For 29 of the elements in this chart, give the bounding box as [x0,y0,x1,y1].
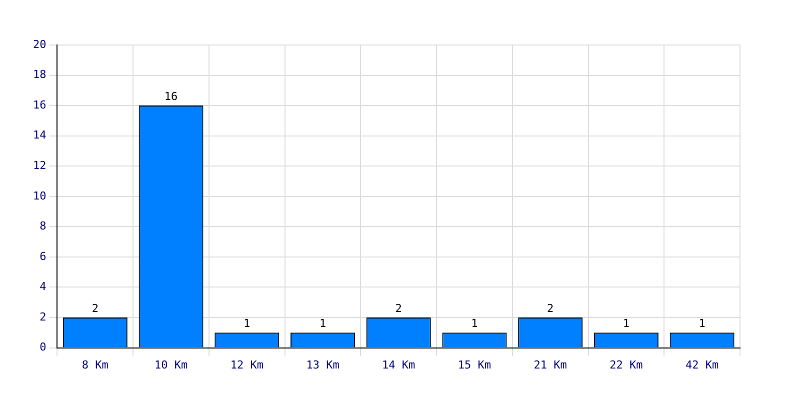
y-tick-label: 10 [32,189,46,202]
data-label: 2 [547,302,554,315]
y-tick-label: 12 [32,158,46,172]
data-label: 1 [698,317,706,330]
y-tick-label: 20 [32,38,46,51]
x-tick-label: 8 Km [82,358,109,372]
x-tick-label: 21 Km [534,358,568,372]
x-tick-label: 15 Km [458,358,492,372]
y-tick-label: 14 [32,128,47,142]
y-tick-label: 6 [40,250,46,263]
y-tick-label: 0 [40,340,46,354]
x-tick-label: 42 Km [686,358,719,372]
y-tick-label: 18 [32,68,46,82]
x-tick-label: 13 Km [306,358,340,372]
x-tick-label: 12 Km [230,358,264,372]
x-tick-label: 10 Km [154,358,188,372]
data-label: 1 [622,317,630,330]
y-tick-label: 2 [40,310,46,324]
data-label: 1 [319,317,326,330]
y-tick-label: 16 [32,98,46,112]
data-label: 1 [244,317,250,330]
data-label: 1 [471,317,478,330]
data-label: 2 [395,302,402,315]
data-label: 16 [164,90,178,103]
y-tick-label: 8 [40,220,46,233]
x-tick-label: 22 Km [610,358,644,372]
x-tick-label: 14 Km [382,358,416,372]
y-tick-label: 4 [40,280,47,294]
data-label: 2 [92,302,98,315]
